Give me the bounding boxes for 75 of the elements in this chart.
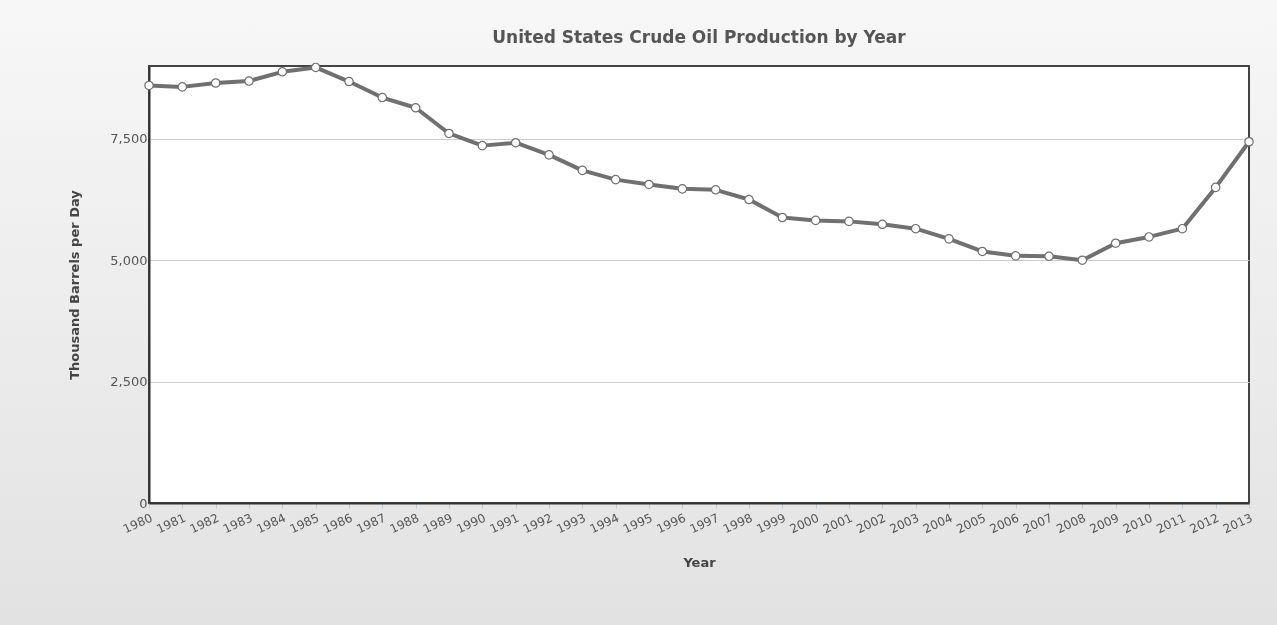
point: [210, 78, 221, 88]
x-tick-label: 2004: [920, 510, 955, 537]
x-tick-label: 1990: [454, 510, 488, 537]
point: [744, 194, 754, 205]
x-tick-label: 1994: [587, 510, 622, 537]
point: [1044, 251, 1054, 262]
x-tick-label: 2009: [1087, 510, 1122, 537]
x-tick-label: 2005: [954, 510, 988, 537]
point: [477, 140, 488, 151]
x-axis-title: Year: [682, 555, 717, 571]
x-tick-label: 2008: [1054, 510, 1088, 537]
x-tick-label: 1997: [687, 510, 722, 537]
x-tick-label: 2002: [854, 510, 888, 537]
x-tick-label: 1993: [554, 510, 588, 537]
x-tick-label: 2011: [1154, 510, 1188, 537]
point: [544, 150, 554, 160]
point: [577, 165, 588, 176]
point: [177, 82, 188, 92]
x-tick-label: 1988: [387, 510, 422, 537]
x-tick-label: 1983: [220, 510, 255, 537]
point: [1210, 182, 1221, 193]
y-tick-label: 5,000: [110, 252, 148, 268]
point: [810, 215, 821, 226]
x-tick-label: 1980: [120, 510, 155, 537]
x-tick-label: 2007: [1020, 510, 1055, 537]
point: [877, 219, 888, 230]
x-tick-label: 1998: [720, 510, 755, 537]
x-tick-label: 1989: [420, 510, 455, 537]
point: [677, 184, 688, 194]
point: [344, 76, 354, 87]
point: [510, 137, 521, 148]
point: [410, 102, 421, 113]
x-tick-label: 2000: [787, 510, 822, 537]
x-tick-label: 1985: [287, 510, 322, 537]
point: [144, 80, 154, 91]
point: [1010, 251, 1021, 261]
y-tick-label: 7,500: [110, 131, 148, 147]
point: [910, 223, 921, 234]
x-tick-label: 1987: [354, 510, 388, 537]
point: [1244, 136, 1254, 147]
x-tick-label: 2013: [1220, 510, 1255, 537]
x-tick-label: 2010: [1120, 510, 1155, 537]
point: [277, 67, 288, 77]
x-tick-label: 1995: [620, 510, 655, 537]
point: [444, 128, 454, 139]
point: [1077, 255, 1088, 265]
x-tick-label: 1986: [320, 510, 355, 537]
x-tick-label: 2012: [1187, 510, 1222, 537]
point: [610, 174, 621, 185]
x-tick-label: 1984: [254, 510, 288, 537]
x-tick-label: 1999: [754, 510, 788, 537]
point: [710, 185, 721, 195]
point: [644, 179, 654, 190]
point: [944, 234, 954, 244]
point: [377, 92, 388, 103]
point: [310, 62, 321, 73]
y-axis-title: Thousand Barrels per Day: [67, 189, 83, 380]
x-tick-label: 1991: [487, 510, 522, 537]
x-tick-label: 2003: [887, 510, 922, 537]
y-tick-label: 0: [139, 495, 148, 511]
chart-title: United States Crude Oil Production by Year: [492, 26, 907, 47]
x-tick-label: 2006: [987, 510, 1022, 537]
point: [777, 212, 788, 223]
point: [844, 216, 854, 227]
x-tick-label: 1992: [520, 510, 555, 537]
point: [1110, 238, 1121, 248]
point: [1177, 223, 1188, 234]
x-tick-label: 1981: [154, 510, 188, 537]
point: [977, 246, 988, 257]
x-tick-label: 2001: [820, 510, 855, 537]
point: [1144, 232, 1154, 242]
point: [244, 76, 254, 86]
y-tick-label: 2,500: [110, 374, 148, 390]
x-tick-label: 1982: [187, 510, 222, 537]
x-tick-label: 1996: [654, 510, 688, 537]
